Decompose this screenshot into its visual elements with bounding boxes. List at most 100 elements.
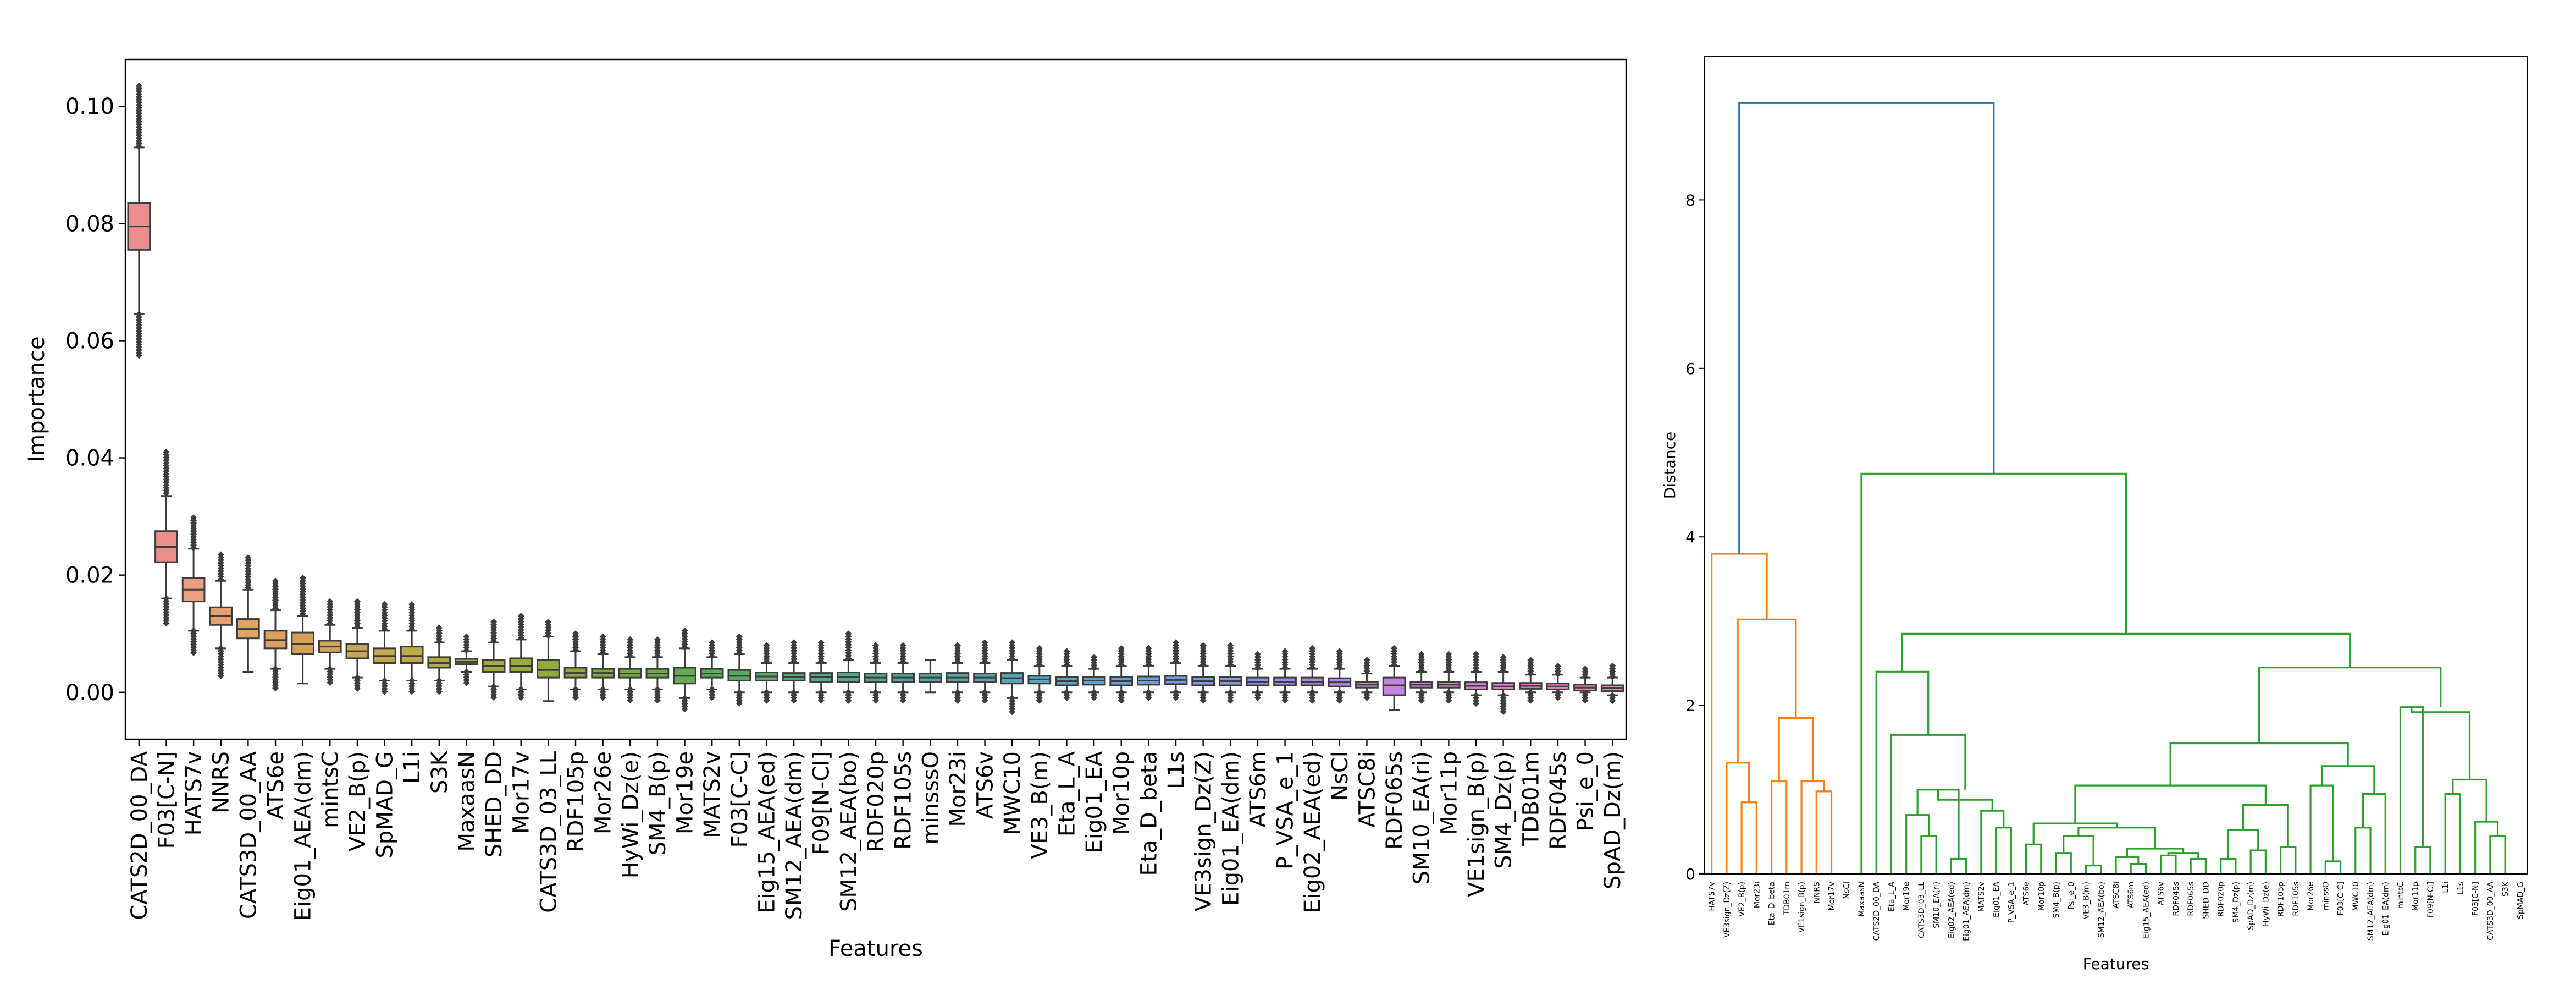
- boxplot-x-tick-label: P_VSA_e_1: [1273, 751, 1298, 870]
- dendrogram-leaf-label: SM4_Dz(p): [2232, 882, 2241, 923]
- outlier-marker: [135, 352, 142, 359]
- box-SpAD_Dz(m): [1600, 662, 1624, 705]
- box-Eig15_AEA(ed): [755, 642, 778, 704]
- outlier-marker: [1554, 694, 1561, 701]
- boxplot-x-tick-label: SpAD_Dz(m): [1600, 751, 1626, 889]
- boxplot-x-tick-label: L1s: [1164, 751, 1189, 789]
- outlier-marker: [1063, 694, 1070, 701]
- box-RDF105s: [891, 642, 915, 704]
- box-Mor26e: [591, 633, 615, 701]
- boxplot-x-tick-label: SpMAD_G: [373, 751, 398, 858]
- boxplot-x-tick-label: Eig02_AEA(ed): [1300, 751, 1325, 913]
- box-MWC10: [1000, 639, 1024, 716]
- boxplot-x-tick-label: RDF045s: [1546, 751, 1571, 850]
- box-Mor23i: [946, 642, 970, 704]
- dendrogram-leaf-label: SHED_DD: [2202, 882, 2210, 919]
- boxplot-x-tick-label: Mor26e: [591, 751, 616, 834]
- outlier-marker: [353, 685, 361, 692]
- box-Eig01_EA(dm): [1218, 642, 1242, 704]
- outlier-marker: [736, 700, 743, 707]
- boxplot-x-tick-label: SM12_AEA(bo): [836, 751, 861, 912]
- box-F09[N-Cl]: [809, 639, 833, 704]
- outlier-marker: [872, 697, 879, 704]
- box-CATS2D_00_DA: [127, 82, 151, 359]
- boxplot-x-tick-label: F09[N-Cl]: [809, 751, 834, 855]
- dendrogram-link: [1937, 789, 1993, 811]
- boxplot-x-tick-label: TDB01m: [1518, 751, 1544, 847]
- box-RDF020p: [864, 642, 888, 704]
- box-SM4_Dz(p): [1491, 653, 1515, 716]
- iqr-box: [291, 631, 314, 655]
- boxplot-x-tick-label: Eig15_AEA(ed): [754, 751, 780, 913]
- dendrogram-leaf-label: RDF105p: [2277, 882, 2286, 917]
- boxplot-x-tick-label: Eta_L_A: [1054, 751, 1080, 837]
- boxplot-x-tick-label: HyWi_Dz(e): [618, 751, 643, 878]
- outlier-marker: [1036, 697, 1043, 704]
- dendrogram-leaf-label: Eig01_EA(dm): [2381, 882, 2390, 936]
- boxplot-x-tick-label: Eta_D_beta: [1136, 751, 1162, 876]
- iqr-box: [400, 646, 424, 664]
- outlier-marker: [654, 697, 661, 704]
- outlier-marker: [1363, 668, 1370, 675]
- box-RDF105p: [563, 630, 588, 701]
- box-ATS6m: [1246, 651, 1270, 701]
- boxplot-x-tick-label: SHED_DD: [482, 751, 507, 857]
- boxplot-x-tick-label: NNRS: [209, 751, 234, 813]
- boxplot-y-tick-label: 0.00: [65, 680, 114, 706]
- box-VE1sign_B(p): [1464, 651, 1488, 707]
- dendrogram-leaf-label: Psi_e_0: [2067, 882, 2076, 910]
- dendrogram-leaf-label: Eta_L_A: [1887, 882, 1896, 912]
- dendrogram-leaf-label: SM12_AEA(bo): [2097, 882, 2106, 938]
- dendrogram-leaf-label: P_VSA_e_1: [2007, 882, 2016, 923]
- dendrogram-leaf-label: RDF045s: [2172, 882, 2181, 916]
- dendrogram-leaf-label: VE1sign_B(p): [1798, 882, 1806, 933]
- box-TDB01m: [1518, 657, 1543, 704]
- outlier-marker: [763, 697, 770, 704]
- dendrogram-leaf-label: ATS6e: [2022, 882, 2031, 905]
- dendrogram-leaf-label: SpMAD_G: [2516, 882, 2525, 919]
- outlier-marker: [435, 688, 443, 695]
- box-Eig01_EA: [1082, 653, 1106, 701]
- outlier-marker: [490, 694, 497, 701]
- dendrogram-y-tick-label: 8: [1685, 191, 1695, 209]
- boxplot-x-tick-label: MWC10: [1000, 751, 1025, 835]
- boxplot-x-tick-label: S3K: [427, 750, 452, 794]
- dendrogram-leaf-label: F03[C-C]: [2337, 882, 2346, 915]
- dendrogram-leaf-label: VE3_B(m): [2082, 882, 2091, 920]
- boxplot-x-tick-label: SM4_Dz(p): [1491, 751, 1517, 869]
- box-Eig01_AEA(dm): [291, 574, 314, 685]
- box-F03[C-C]: [727, 633, 751, 707]
- dendrogram-y-tick-label: 0: [1685, 865, 1695, 883]
- outlier-marker: [1254, 694, 1261, 701]
- box-CATS3D_00_AA: [236, 554, 260, 673]
- outlier-marker: [1582, 697, 1589, 704]
- boxplot-y-tick-label: 0.04: [65, 446, 114, 471]
- dendrogram-leaf-label: Eig01_AEA(dm): [1963, 882, 1971, 941]
- boxplot-x-tick-label: RDF105p: [563, 751, 589, 852]
- dendrogram-leaf-label: L1s: [2456, 882, 2465, 895]
- outlier-marker: [217, 672, 224, 679]
- outlier-marker: [381, 688, 388, 695]
- dendrogram-leaf-label: MaxaasN: [1858, 882, 1866, 917]
- box-L1s: [1164, 639, 1188, 701]
- boxplot-x-tick-label: ATS6e: [263, 751, 289, 820]
- dendrogram-leaf-label: Eig01_EA: [1992, 882, 2001, 917]
- box-ATSC8i: [1355, 657, 1379, 701]
- dendrogram-leaf-label: mintsC: [2396, 882, 2405, 909]
- boxplot-y-axis-label: Importance: [24, 336, 49, 462]
- dendrogram-leaf-label: SM10_EA(ri): [1932, 882, 1941, 928]
- dendrogram-leaf-label: HATS7v: [1708, 882, 1717, 911]
- dendrogram-leaf-label: F03[C-N]: [2472, 882, 2480, 916]
- outlier-marker: [599, 694, 606, 701]
- dendrogram-leaf-label: Eta_D_beta: [1768, 882, 1777, 925]
- outlier-marker: [1527, 697, 1534, 704]
- boxplot-x-tick-label: VE3_B(m): [1027, 751, 1053, 859]
- box-SM12_AEA(dm): [782, 639, 806, 704]
- outlier-marker: [791, 697, 798, 704]
- box-NNRS: [209, 551, 233, 679]
- box-VE2_B(p): [345, 598, 369, 692]
- boxplot-x-tick-label: SM10_EA(ri): [1409, 751, 1435, 884]
- boxplot-x-tick-label: Psi_e_0: [1573, 751, 1599, 831]
- boxplot-x-tick-label: VE2_B(p): [345, 751, 371, 851]
